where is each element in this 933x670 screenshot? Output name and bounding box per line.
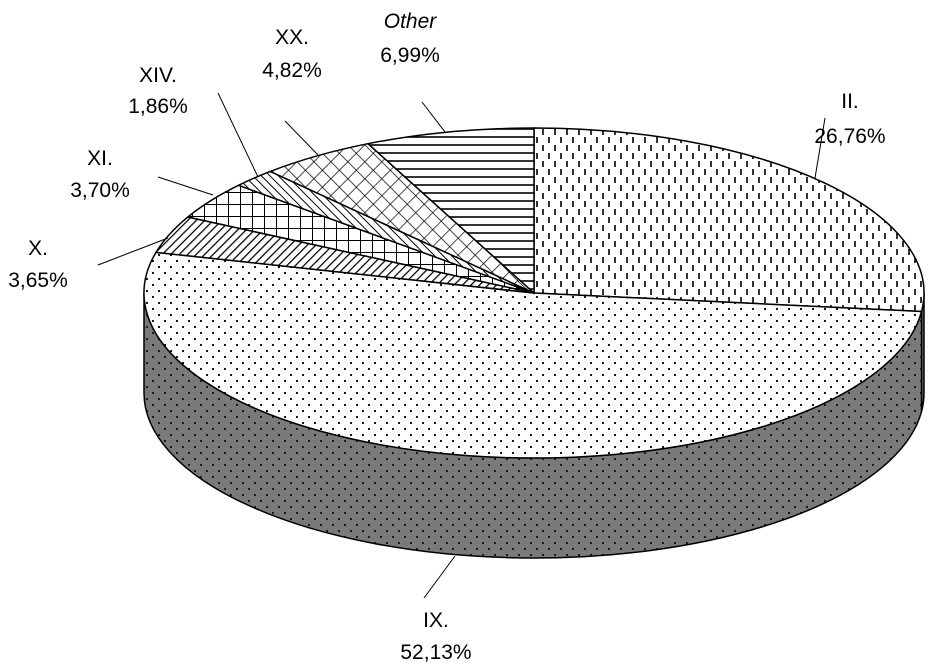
slice-percent-x: 3,65% [8,269,68,292]
slice-name-xi: XI. [87,147,113,170]
slice-labels: II. 26,76% IX. 52,13% X. 3,65% XI. 3,70% XIV. 1,8… [8,10,885,664]
pie-top-faces [143,127,925,459]
leader-line-xx [284,120,319,156]
pie-slice-other [366,127,535,295]
slice-percent-xiv: 1,86% [128,95,188,118]
slice-percent-xi: 3,70% [70,179,130,202]
slice-percent-other: 6,99% [380,44,440,67]
leader-line-x [97,237,169,266]
leader-line-ix [423,555,456,599]
pie-slice-ix [143,251,923,459]
slice-percent-ii: 26,76% [814,125,885,148]
slice-name-xx: XX. [275,26,309,49]
slice-percent-xx: 4,82% [262,59,322,82]
leader-line-xiv [217,92,259,178]
slice-name-ii: II. [841,90,859,113]
slice-name-xiv: XIV. [139,64,177,87]
leader-line-other [421,101,446,133]
leader-line-ii [814,117,826,179]
slice-name-other: Other [384,10,438,33]
leader-lines [97,92,826,599]
slice-percent-ix: 52,13% [400,641,471,664]
leader-line-xi [157,176,214,196]
slice-name-ix: IX. [423,609,449,632]
slice-name-x: X. [28,237,48,260]
pie-slice-ii [533,127,925,313]
